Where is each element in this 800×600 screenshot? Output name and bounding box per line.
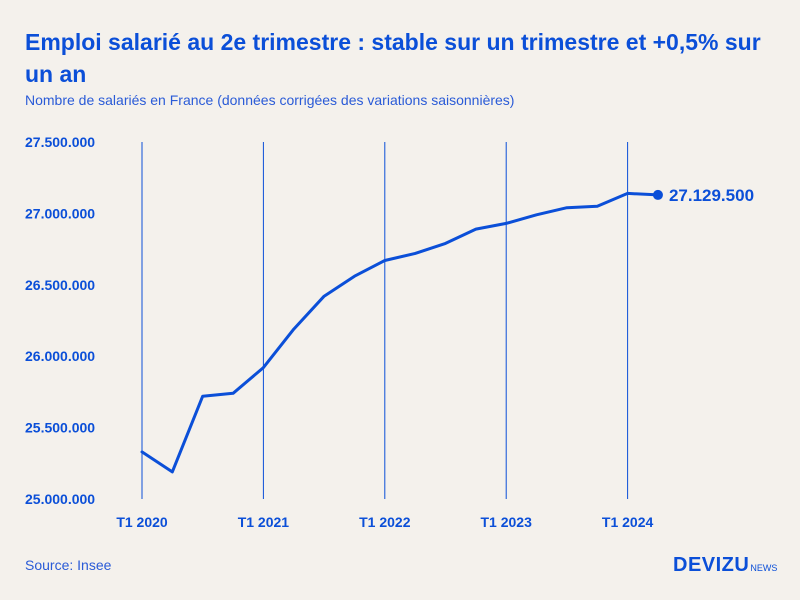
brand-logo: DEVIZUNEWS xyxy=(673,554,777,577)
y-tick-label: 27.000.000 xyxy=(25,205,95,221)
end-point-marker xyxy=(652,189,663,200)
y-tick-label: 26.500.000 xyxy=(25,277,95,293)
x-axis-ticks: T1 2020 T1 2021 T1 2022 T1 2023 T1 2024 xyxy=(116,514,653,530)
end-value-label: 27.129.500 xyxy=(669,186,754,205)
y-tick-label: 27.500.000 xyxy=(25,134,95,150)
series-line xyxy=(140,191,660,474)
brand-logo-sub: NEWS xyxy=(750,563,778,573)
x-tick-label: T1 2020 xyxy=(116,514,168,530)
source-note: Source: Insee xyxy=(25,557,112,573)
x-tick-label: T1 2023 xyxy=(481,514,533,530)
chart-title: Emploi salarié au 2e trimestre : stable … xyxy=(25,29,761,87)
x-tick-label: T1 2021 xyxy=(238,514,290,530)
chart-subtitle: Nombre de salariés en France (données co… xyxy=(25,92,515,108)
grid-lines xyxy=(141,142,629,499)
series-layer: 27.129.500 xyxy=(140,186,754,474)
y-axis-ticks: 25.000.000 25.500.000 26.000.000 26.500.000… xyxy=(25,134,95,507)
x-tick-label: T1 2024 xyxy=(602,514,654,530)
y-tick-label: 25.500.000 xyxy=(25,420,95,436)
y-tick-label: 25.000.000 xyxy=(25,491,95,507)
x-tick-label: T1 2022 xyxy=(359,514,411,530)
brand-logo-main: DEVIZU xyxy=(673,554,750,576)
y-tick-label: 26.000.000 xyxy=(25,348,95,364)
